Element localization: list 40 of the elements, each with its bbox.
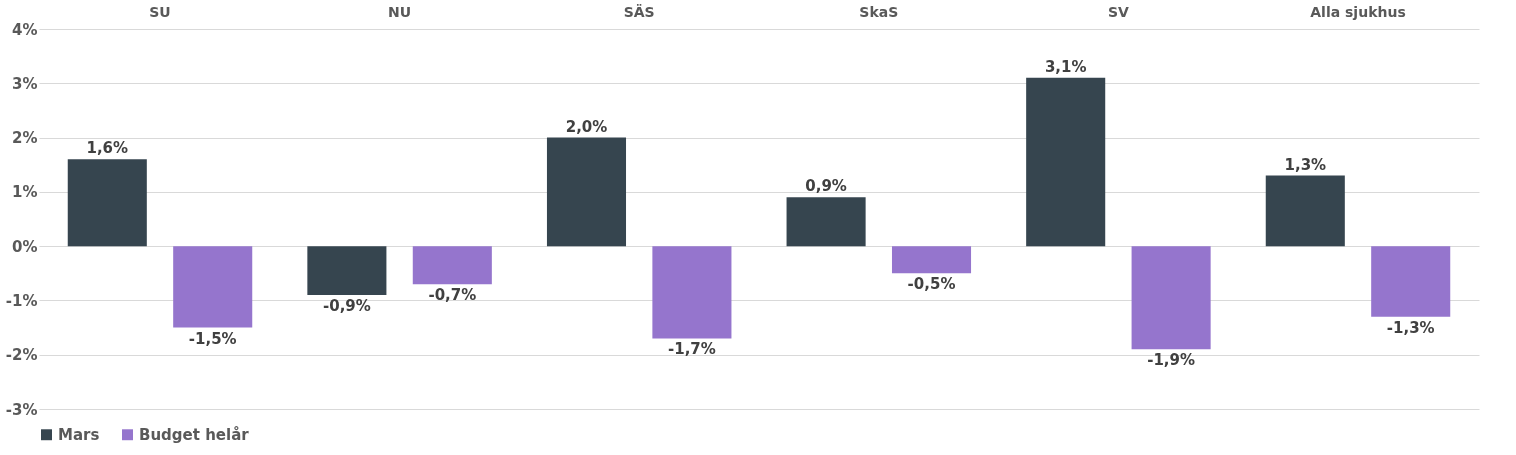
y-tick-label: 4% bbox=[12, 20, 38, 39]
bar bbox=[1131, 246, 1211, 350]
data-label: -1,7% bbox=[668, 340, 716, 359]
bar bbox=[1026, 77, 1106, 247]
y-tick-label: 1% bbox=[12, 183, 38, 202]
data-label: -1,3% bbox=[1386, 318, 1435, 337]
bar bbox=[173, 246, 253, 328]
y-tick-label: 0% bbox=[12, 237, 38, 256]
data-label: -1,9% bbox=[1147, 351, 1196, 370]
y-tick-label: -3% bbox=[5, 400, 38, 419]
x-tick-label: SV bbox=[1107, 3, 1130, 20]
bar bbox=[307, 246, 387, 295]
data-label: 1,3% bbox=[1284, 155, 1327, 174]
data-label: -0,7% bbox=[428, 286, 477, 305]
bar bbox=[1265, 175, 1345, 247]
y-tick-label: 2% bbox=[12, 129, 38, 148]
bar bbox=[546, 137, 627, 247]
data-label: 3,1% bbox=[1044, 57, 1087, 76]
x-tick-label: SÄS bbox=[623, 3, 655, 20]
y-tick-label: 3% bbox=[12, 74, 38, 93]
x-tick-label: Alla sjukhus bbox=[1310, 3, 1406, 20]
data-label: 0,9% bbox=[805, 177, 847, 196]
x-tick-label: SkaS bbox=[859, 3, 899, 20]
y-tick-label: -2% bbox=[5, 346, 38, 365]
bar bbox=[1371, 246, 1451, 317]
legend-label: Budget helår bbox=[139, 425, 250, 444]
x-tick-label: NU bbox=[388, 3, 412, 20]
data-label: 2,0% bbox=[565, 117, 608, 136]
legend-label: Mars bbox=[58, 425, 100, 444]
data-label: -0,5% bbox=[907, 275, 956, 294]
x-tick-label: SU bbox=[149, 3, 171, 20]
y-tick-label: -1% bbox=[5, 291, 38, 310]
data-label: -0,9% bbox=[322, 297, 371, 315]
bar bbox=[652, 246, 732, 339]
bar bbox=[891, 246, 972, 274]
data-label: 1,6% bbox=[86, 139, 129, 158]
bar bbox=[67, 159, 147, 247]
data-label: -1,5% bbox=[188, 329, 237, 348]
bar bbox=[412, 246, 492, 285]
bar bbox=[786, 197, 866, 247]
